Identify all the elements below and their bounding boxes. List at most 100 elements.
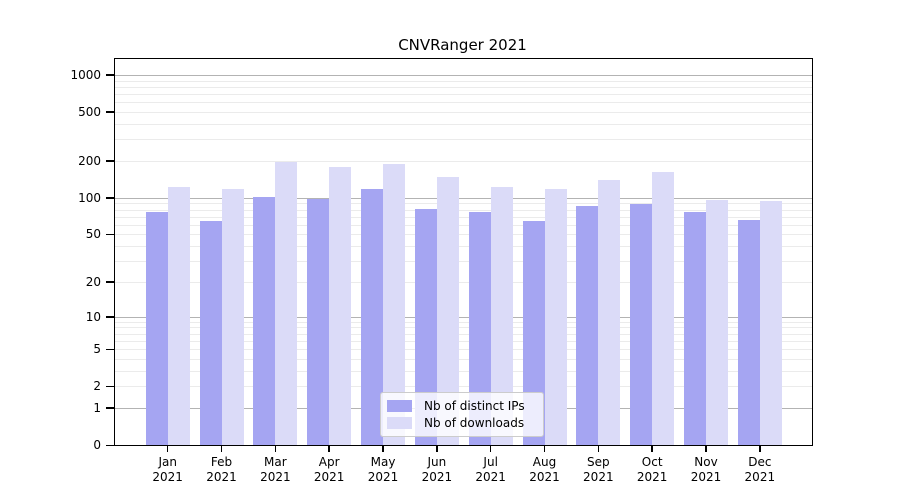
bar-jun-distinct-ips: [414, 208, 437, 445]
legend-entry-downloads: Nb of downloads: [387, 416, 537, 430]
bar-aug-distinct-ips: [522, 221, 545, 445]
y-axis-tick-label: 1: [93, 400, 101, 415]
bar-jun-downloads: [436, 176, 459, 445]
minor-gridline: [115, 386, 812, 388]
bar-apr-downloads: [329, 167, 352, 445]
minor-gridline: [115, 111, 812, 113]
minor-gridline: [115, 160, 812, 162]
major-gridline: [115, 74, 812, 76]
y-axis-tick-label: 0: [93, 438, 101, 452]
bar-nov-downloads: [706, 200, 728, 445]
x-axis-tick-label: Jun 2021: [421, 455, 453, 484]
x-axis-tick-label: Aug 2021: [529, 455, 560, 484]
y-axis-tick-label: 20: [85, 274, 101, 289]
major-gridline: [115, 197, 812, 199]
minor-gridline: [115, 349, 812, 350]
bar-may-downloads: [383, 163, 406, 445]
x-axis-tick-label: May 2021: [367, 455, 399, 484]
bar-may-distinct-ips: [361, 188, 384, 445]
legend-swatch-distinct-ips: [387, 399, 412, 412]
minor-gridline: [115, 203, 812, 205]
y-axis-tick: [106, 233, 114, 236]
x-axis-tick-label: Apr 2021: [313, 455, 345, 484]
minor-gridline: [115, 370, 812, 372]
x-axis-tick: [382, 445, 384, 452]
bar-jan-distinct-ips: [145, 212, 168, 445]
y-axis-tick-label: 1000: [70, 67, 101, 82]
x-axis-tick: [597, 445, 600, 452]
x-axis-tick: [651, 445, 653, 452]
minor-gridline: [115, 139, 812, 141]
bar-jan-downloads: [167, 187, 190, 445]
y-axis-tick: [106, 407, 114, 409]
bar-sep-downloads: [598, 180, 621, 445]
minor-gridline: [115, 261, 812, 263]
minor-gridline: [115, 281, 812, 283]
legend-label-downloads: Nb of downloads: [424, 416, 525, 431]
x-axis-tick-label: Jul 2021: [475, 455, 506, 484]
major-gridline: [115, 316, 812, 318]
minor-gridline: [115, 209, 812, 211]
bar-mar-distinct-ips: [253, 197, 276, 445]
x-axis-tick-label: Nov 2021: [690, 455, 722, 484]
y-axis-tick: [106, 197, 114, 199]
y-axis-tick-label: 100: [78, 190, 101, 205]
x-axis-tick: [220, 445, 223, 452]
legend-entry-distinct-ips: Nb of distinct IPs: [387, 399, 537, 413]
minor-gridline: [115, 80, 812, 82]
y-axis-tick: [106, 111, 114, 113]
minor-gridline: [115, 102, 812, 104]
minor-gridline: [115, 216, 812, 218]
plot-area: 0 1 2 5 10 20 50 100 200 500 1000 Jan 2021 Feb 2021 Mar…: [70, 58, 813, 484]
chart-title: CNVRanger 2021: [398, 36, 527, 54]
x-axis-tick: [543, 445, 546, 452]
y-axis-tick-label: 200: [78, 153, 101, 168]
bar-jul-downloads: [490, 186, 513, 445]
x-axis-tick-label: Dec 2021: [744, 455, 776, 484]
y-axis-tick-label: 10: [85, 309, 101, 324]
legend-label-distinct-ips: Nb of distinct IPs: [424, 398, 525, 413]
x-axis-tick: [166, 445, 169, 452]
bar-apr-distinct-ips: [307, 198, 330, 445]
x-axis-tick-label: Feb 2021: [206, 455, 237, 484]
x-axis-tick-label: Jan 2021: [152, 455, 183, 484]
x-axis-tick: [759, 445, 761, 452]
minor-gridline: [115, 321, 812, 323]
y-axis-tick-label: 5: [93, 342, 101, 356]
x-axis-tick-label: Sep 2021: [583, 455, 614, 484]
bar-mar-downloads: [275, 161, 298, 445]
x-axis-tick: [705, 445, 707, 452]
x-axis-tick-label: Oct 2021: [636, 455, 668, 484]
bar-dec-downloads: [759, 201, 782, 445]
bar-dec-distinct-ips: [737, 219, 760, 445]
minor-gridline: [115, 86, 812, 88]
y-axis-tick: [106, 160, 114, 162]
y-axis-tick: [106, 444, 114, 446]
y-axis-tick: [106, 316, 114, 318]
bar-oct-downloads: [652, 171, 675, 445]
bar-feb-distinct-ips: [199, 220, 222, 445]
minor-gridline: [115, 358, 812, 360]
minor-gridline: [115, 340, 812, 342]
y-axis-tick: [106, 281, 114, 283]
y-axis-tick: [106, 385, 114, 388]
bar-feb-downloads: [221, 188, 244, 445]
minor-gridline: [115, 246, 812, 248]
bar-jul-distinct-ips: [468, 211, 491, 445]
y-axis-tick: [106, 74, 114, 76]
x-axis-tick: [489, 445, 492, 452]
minor-gridline: [115, 327, 812, 329]
minor-gridline: [115, 234, 812, 236]
x-axis-tick: [328, 445, 330, 452]
chart-legend: Nb of distinct IPs Nb of downloads: [380, 392, 544, 437]
minor-gridline: [115, 93, 812, 95]
y-axis-tick: [106, 348, 114, 350]
y-axis-tick-label: 500: [78, 104, 101, 119]
minor-gridline: [115, 224, 812, 226]
x-axis-tick-label: Mar 2021: [260, 455, 291, 484]
x-axis-tick: [436, 445, 438, 452]
y-axis-tick-label: 50: [85, 227, 101, 242]
legend-swatch-downloads: [387, 417, 412, 430]
bar-oct-distinct-ips: [630, 203, 653, 445]
